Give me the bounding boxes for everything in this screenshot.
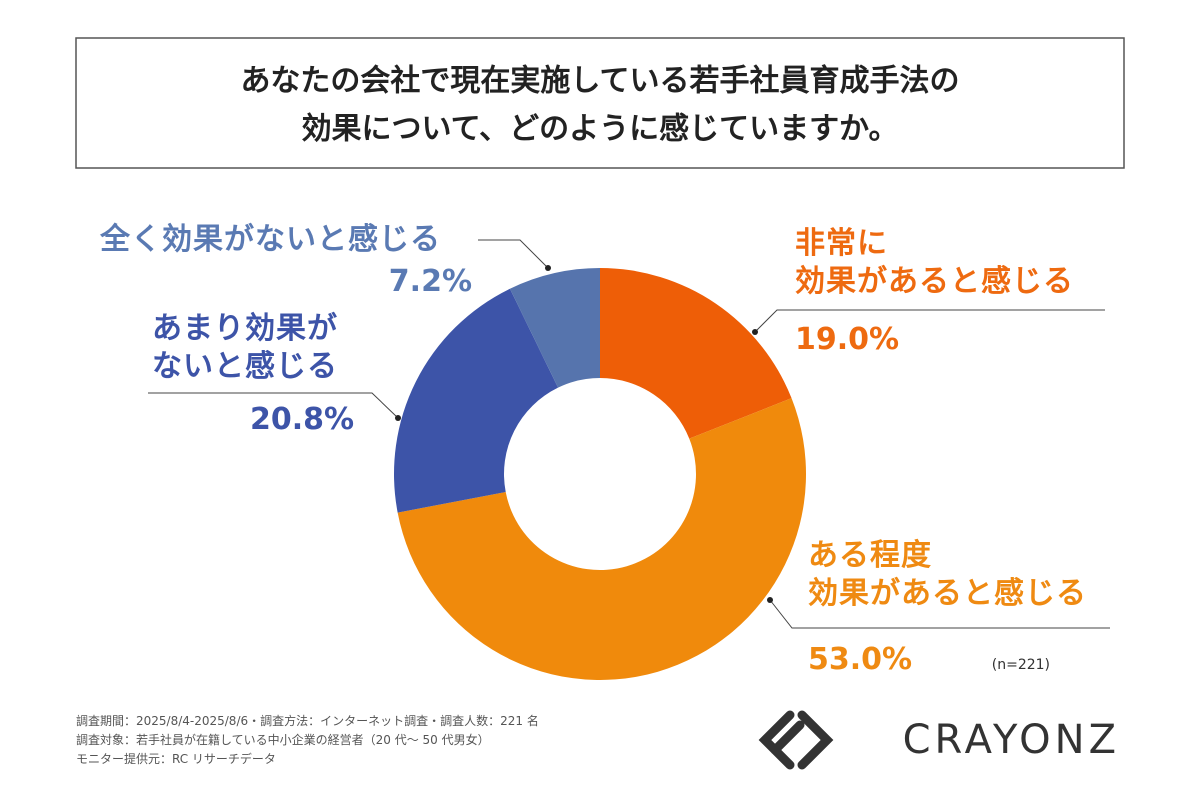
footnote: 調査対象：若手社員が在籍している中小企業の経営者（20 代～ 50 代男女）	[76, 733, 490, 747]
leader-line	[754, 309, 1105, 333]
sample-note: (n=221)	[992, 657, 1050, 673]
leader-dot	[752, 329, 758, 335]
slice-label: ある程度 効果があると感じる	[808, 538, 1087, 611]
logo-text: CRAYONZ	[903, 717, 1120, 763]
value-label: 7.2%	[388, 264, 472, 299]
leader-dot	[395, 415, 401, 421]
donut-slice	[394, 288, 559, 513]
leader-line	[478, 239, 549, 269]
leader-line	[769, 599, 1110, 629]
slice-label: 全く効果がないと感じる	[100, 222, 441, 257]
leader-dot	[767, 597, 773, 603]
leader-dot	[545, 265, 551, 271]
donut-slice	[509, 268, 600, 388]
slice-label: 非常に 効果があると感じる	[795, 226, 1074, 299]
value-label: 20.8%	[250, 402, 355, 437]
chart-title: 効果について、どのように感じていますか。	[302, 112, 899, 147]
leader-line	[148, 392, 399, 419]
slice-label: あまり効果が ないと感じる	[152, 311, 338, 384]
donut-slice	[600, 268, 792, 439]
footnote: モニター提供元：RC リサーチデータ	[76, 752, 276, 766]
value-label: 19.0%	[795, 322, 900, 357]
logo-icon	[758, 710, 834, 770]
chart-title: あなたの会社で現在実施している若手社員育成手法の	[240, 64, 959, 99]
title-box	[75, 37, 1125, 169]
footnote: 調査期間：2025/8/4-2025/8/6・調査方法：インターネット調査・調査…	[76, 714, 539, 728]
value-label: 53.0%	[808, 642, 913, 677]
donut-slice	[397, 398, 807, 681]
